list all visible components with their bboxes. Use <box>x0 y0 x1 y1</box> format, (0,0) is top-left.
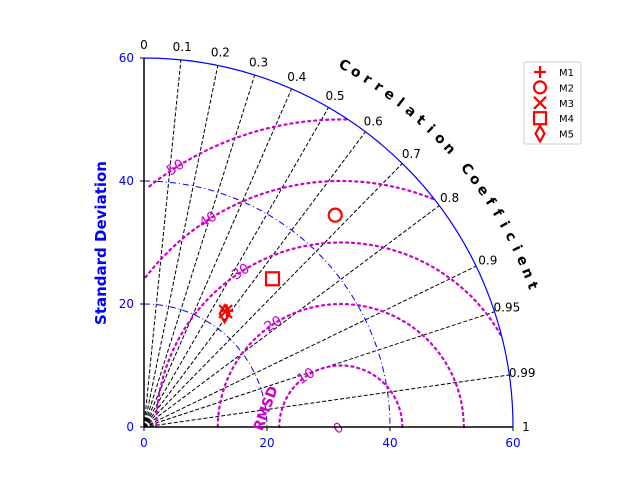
corr-line-0.8 <box>143 205 440 428</box>
corr-tick-label: 1 <box>522 420 530 434</box>
corr-line-0.1 <box>143 59 182 428</box>
corr-title-char: n <box>518 266 537 281</box>
corr-title-char: r <box>360 71 375 88</box>
corr-tick-label: 0.5 <box>325 89 344 103</box>
corr-title-char: i <box>508 243 525 254</box>
corr-title-char: f <box>482 195 499 210</box>
legend-label: M4 <box>559 114 574 125</box>
rmsd-contour-label: 20 <box>262 313 286 336</box>
corr-line-0.9 <box>143 265 477 428</box>
corr-title-char: a <box>402 102 420 120</box>
corr-tick-label: 0.3 <box>249 56 268 70</box>
std-contours <box>143 180 391 428</box>
rmsd-contour-50 <box>146 118 348 190</box>
outer-arc <box>143 57 514 428</box>
corr-tick-label: 0.9 <box>478 253 497 267</box>
corr-tick-label: 0.8 <box>440 191 459 205</box>
rmsd-contour-label: 0 <box>331 419 347 437</box>
corr-tick-label: 0.6 <box>364 114 383 128</box>
rmsd-contour-label: 40 <box>196 208 220 231</box>
x-tick-label: 0 <box>140 436 148 450</box>
corr-title-char: f <box>489 206 506 220</box>
rmsd-contour-label: 30 <box>229 261 253 284</box>
rmsd-contour-20 <box>216 302 465 429</box>
corr-title-char: o <box>348 63 365 82</box>
legend-marker-m3 <box>533 96 547 110</box>
correlation-lines: 0 0.1 0.2 0.3 0.4 0.5 0.6 0.7 0.8 0.9 0.95 0.99 1 <box>140 38 535 434</box>
corr-title-char: i <box>496 219 512 231</box>
y-tick-label: 40 <box>119 174 134 188</box>
rmsd-contour-label: 50 <box>164 156 188 179</box>
corr-line-0.99 <box>143 374 510 428</box>
corr-tick-label: 0.99 <box>509 366 536 380</box>
marker-m2 <box>327 207 343 223</box>
corr-title-char: l <box>393 95 407 111</box>
corr-tick-label: 0.95 <box>494 301 521 315</box>
corr-tick-label: 0.4 <box>287 70 306 84</box>
data-markers <box>218 207 343 325</box>
corr-line-0.2 <box>143 65 219 428</box>
y-axis-label: Standard Deviation <box>92 161 110 325</box>
corr-title-char: c <box>501 229 519 244</box>
corr-line-0.5 <box>143 107 329 428</box>
corr-tick-label: 0.7 <box>402 147 421 161</box>
legend-label: M5 <box>559 130 574 141</box>
corr-line-0.4 <box>143 88 293 428</box>
rmsd-contour-10 <box>278 364 404 429</box>
corr-tick-label: 0.2 <box>211 46 230 60</box>
legend: M1 M2 M3 M4 M5 <box>523 61 582 145</box>
legend-label: M3 <box>559 99 574 110</box>
corr-tick-label: 0.1 <box>173 40 192 54</box>
marker-m4 <box>264 271 281 287</box>
y-tick-label: 60 <box>119 51 134 65</box>
corr-line-0.7 <box>143 163 403 428</box>
rmsd-contour-40 <box>143 179 435 281</box>
corr-line-0.95 <box>143 311 495 428</box>
corr-title-char: e <box>381 86 398 105</box>
std-contour-40 <box>143 180 391 428</box>
corr-line-0.3 <box>143 74 256 428</box>
y-tick-label: 0 <box>126 420 134 434</box>
corr-tick-label: 0 <box>140 38 148 52</box>
corr-title-char: i <box>423 122 438 137</box>
x-tick-label: 60 <box>505 436 520 450</box>
std-contour-20 <box>143 303 268 428</box>
y-tick-label: 20 <box>119 297 134 311</box>
x-tick-label: 40 <box>382 436 397 450</box>
legend-marker-m5 <box>534 123 546 144</box>
corr-title-char: t <box>413 112 429 129</box>
legend-marker-m2 <box>532 80 548 95</box>
legend-marker-m1 <box>534 66 546 78</box>
rmsd-axis-label: RMSD <box>251 384 282 433</box>
legend-label: M2 <box>559 83 574 94</box>
rmsd-contour-30 <box>155 241 502 429</box>
corr-line-0.6 <box>143 131 366 428</box>
corr-title-char: e <box>513 253 531 268</box>
marker-m5 <box>218 303 231 325</box>
legend-label: M1 <box>559 68 574 79</box>
corr-title-char: t <box>523 280 540 292</box>
x-tick-label: 20 <box>259 436 274 450</box>
